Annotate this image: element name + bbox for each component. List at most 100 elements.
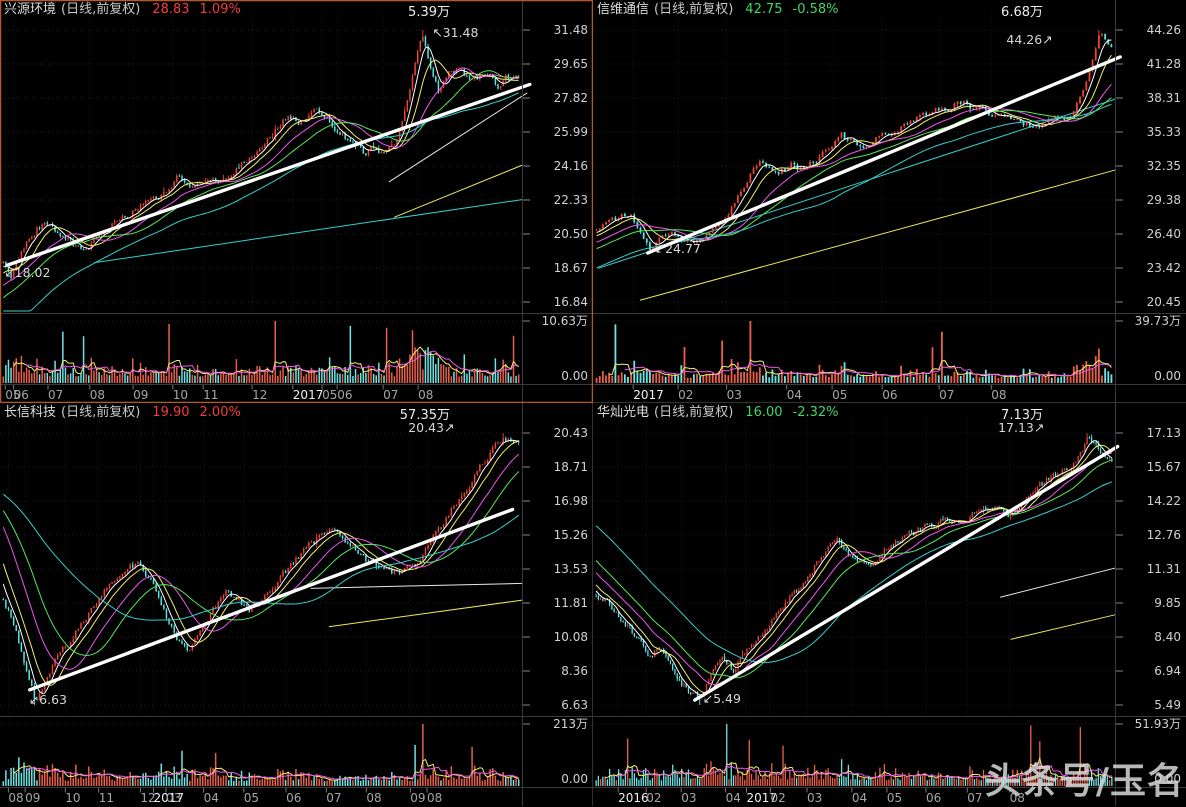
candle-wicks-up [2, 30, 520, 280]
change-percent: -0.58% [792, 2, 839, 17]
long-ma-line [1000, 567, 1116, 598]
month-label: 07 [967, 791, 982, 805]
month-label: 08 [8, 791, 23, 805]
y-axis-label: 35.33 [1147, 125, 1181, 139]
price-annotation: ↙24.77 [655, 241, 701, 256]
y-axis-label: 13.53 [554, 562, 588, 576]
change-percent: 2.00% [199, 405, 241, 420]
long-ma-line [598, 98, 1116, 269]
volume-max-label: 213万 [553, 717, 588, 731]
stock-panel-0[interactable]: 05 06 07 08 09 10 11 12 2017 05 06 07 08 31.48 29.65 27… [0, 0, 593, 403]
selected-panel-border [0, 0, 593, 403]
stock-panel-3[interactable]: 2016 02 03 04 2017 02 03 04 05 06 07 08 17.13 15.67 14… [593, 403, 1186, 806]
y-axis-label: 25.99 [554, 125, 588, 139]
stock-name: 信维通信 [597, 2, 650, 17]
stock-panel-1[interactable]: 2017 02 03 04 05 06 07 08 44.26 41.28 38.31 35.33 32… [593, 0, 1186, 403]
long-ma-line [388, 92, 528, 183]
month-label: 07 [48, 388, 63, 402]
month-label: 08 [418, 388, 433, 402]
month-label: 09 [410, 791, 425, 805]
y-axis-label: 5.49 [1154, 698, 1181, 712]
last-price: 42.75 [745, 2, 783, 17]
ma-line [3, 59, 519, 274]
month-label: 11 [99, 791, 114, 805]
volume-max-label: 10.63万 [542, 314, 588, 328]
y-axis-label: 23.42 [1147, 261, 1181, 275]
month-label: 04 [204, 791, 219, 805]
chart-mode-label: (日线,前复权) [654, 405, 734, 420]
ma-line [596, 54, 1112, 241]
y-axis-label: 16.84 [554, 295, 588, 309]
long-ma-line [1010, 614, 1116, 640]
volume-zero-label: 0.00 [561, 369, 588, 383]
y-axis-label: 24.16 [554, 159, 588, 173]
month-label: 12 [140, 791, 155, 805]
month-label: 05 [244, 791, 259, 805]
month-label: 06 [337, 388, 352, 402]
change-percent: -2.32% [792, 405, 839, 420]
month-label: 10 [173, 388, 188, 402]
long-ma-line [639, 169, 1116, 301]
y-axis-label: 16.98 [554, 494, 588, 508]
y-axis-label: 31.48 [554, 23, 588, 37]
stock-name: 兴源环境 [4, 2, 57, 17]
trend-line[interactable] [28, 507, 515, 692]
y-axis-label: 18.67 [554, 261, 588, 275]
ma-line [3, 46, 519, 271]
volume-readout: 6.68万 [1001, 5, 1043, 20]
candlestick-chart: 2017 02 03 04 05 06 07 08 44.26 41.28 38.31 35.33 32… [593, 0, 1186, 403]
price-annotation: 17.13↗ [998, 420, 1044, 435]
candle-wicks-down [2, 436, 520, 705]
month-label: 05 [322, 388, 337, 402]
trend-line[interactable] [693, 444, 1120, 702]
ma-line [596, 97, 1112, 250]
volume-ma-line [616, 764, 1112, 779]
price-annotation: ↙5.49 [703, 691, 741, 706]
volume-bars-down [2, 744, 520, 786]
y-axis-label: 29.38 [1147, 193, 1181, 207]
volume-max-label: 39.73万 [1135, 314, 1181, 328]
trend-line[interactable] [6, 82, 532, 267]
price-annotation: 20.43↗ [408, 420, 454, 435]
month-label: 08 [427, 791, 442, 805]
volume-ma-line [26, 350, 519, 375]
candle-bodies-down [614, 34, 1113, 250]
month-label: 06 [926, 791, 941, 805]
ma-line [596, 103, 1112, 269]
ma-line [2, 70, 519, 299]
month-label: 12 [252, 388, 267, 402]
month-label: 02 [646, 791, 661, 805]
month-label: 09 [133, 388, 148, 402]
candle-bodies-up [2, 36, 520, 279]
y-axis-label: 20.50 [554, 227, 588, 241]
month-label: 03 [727, 388, 742, 402]
y-axis-label: 6.94 [1154, 664, 1181, 678]
last-price: 16.00 [745, 405, 783, 420]
month-label: 02 [771, 791, 786, 805]
volume-zero-label: 0.00 [561, 772, 588, 786]
month-label: 08 [90, 388, 105, 402]
month-label: 04 [726, 791, 741, 805]
stock-panel-2[interactable]: 08 09 10 11 12 2017 03 04 05 06 07 08 09 08 20.43 18.71… [0, 403, 593, 806]
ma-line [595, 481, 1113, 663]
month-label: 2016 [618, 791, 649, 805]
price-annotation: ↖31.48 [432, 25, 478, 40]
volume-ma-line [13, 346, 520, 376]
trend-line[interactable] [646, 55, 1122, 255]
stock-name: 华灿光电 [597, 405, 650, 420]
month-label: 2017 [154, 791, 185, 805]
y-axis-label: 17.13 [1147, 426, 1181, 440]
volume-ma-line [13, 758, 519, 781]
long-ma-line [393, 164, 523, 218]
volume-zero-label: 0.00 [1154, 369, 1181, 383]
volume-readout: 57.35万 [399, 408, 450, 423]
y-axis-label: 27.82 [554, 91, 588, 105]
month-label: 05 [887, 791, 902, 805]
y-axis-label: 10.08 [554, 630, 588, 644]
month-label: 06 [14, 388, 29, 402]
ma-line [595, 459, 1113, 679]
month-label: 07 [326, 791, 341, 805]
ma-line [596, 39, 1112, 245]
